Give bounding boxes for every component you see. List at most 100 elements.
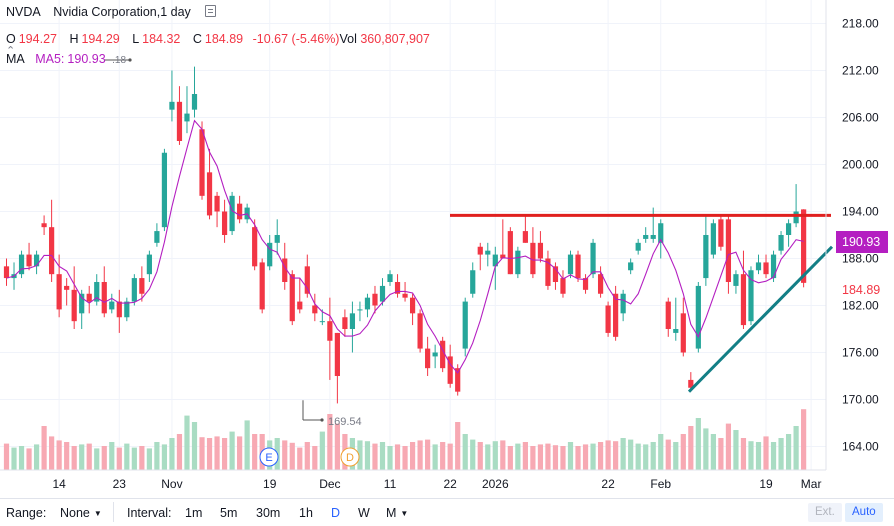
menu-icon[interactable] <box>205 5 217 17</box>
volume-bar <box>680 434 686 470</box>
volume-bar <box>613 441 619 470</box>
candle-body <box>191 94 198 110</box>
time-tick-label: Feb <box>650 477 671 491</box>
time-tick-label: 22 <box>444 477 458 491</box>
chart-canvas[interactable]: 164.00 170.00 176.00 182.00 188.00 194.00 200.… <box>0 0 894 498</box>
symbol-header: NVDA Nvidia Corporation,1 day <box>6 5 219 19</box>
volume-label: Vol <box>339 32 357 46</box>
time-tick-label: 14 <box>52 477 66 491</box>
interval-w[interactable]: W <box>358 506 370 520</box>
auto-toggle[interactable]: Auto <box>845 503 883 522</box>
volume-bar <box>710 434 716 470</box>
volume-bar <box>49 436 55 470</box>
candle-body <box>733 274 739 286</box>
grid <box>0 0 826 470</box>
volume-bar <box>191 422 198 470</box>
price-axis[interactable]: 164.00 170.00 176.00 182.00 188.00 194.00 200.… <box>0 0 879 471</box>
high-value: 194.29 <box>81 32 120 46</box>
volume-bar <box>154 442 160 470</box>
interval-d[interactable]: D <box>331 506 341 520</box>
high-marker-dot <box>128 58 132 62</box>
volume-bar <box>221 438 228 470</box>
candle-body <box>643 235 649 239</box>
candle-body <box>440 340 446 369</box>
volume-bar <box>530 446 536 470</box>
candle-body <box>86 293 92 302</box>
earnings-marker <box>259 447 279 467</box>
volume-bar <box>605 440 611 470</box>
volume-bar <box>725 423 732 470</box>
candle-body <box>41 223 47 228</box>
open-label: O <box>6 32 16 46</box>
ma-value: 190.93 <box>67 52 106 66</box>
volume-bar <box>552 445 559 470</box>
candle-body <box>274 235 280 243</box>
time-axis[interactable]: 14 23 Nov 19 Dec 11 22 2026 22 Feb 19 Mar <box>52 477 821 491</box>
price-tick-label: 188.00 <box>842 252 879 266</box>
volume-bar <box>455 422 461 470</box>
candle-body <box>18 254 25 275</box>
volume-bar <box>11 447 17 470</box>
close-value: 184.89 <box>204 32 244 46</box>
volume-bar <box>477 442 483 470</box>
candle-body <box>567 254 574 275</box>
interval-30m[interactable]: 30m <box>256 506 281 520</box>
candle-body <box>545 258 551 286</box>
volume-bar <box>425 439 431 470</box>
candle-body <box>342 317 348 329</box>
candle-body <box>124 301 130 318</box>
volume-bar <box>146 448 152 470</box>
ma-legend[interactable]: MA MA5: 190.93 .18 <box>6 52 129 66</box>
interval-1m[interactable]: 1m <box>185 506 203 520</box>
support-trendline[interactable] <box>687 245 834 393</box>
candle-body <box>785 223 792 235</box>
candle-body <box>455 368 461 392</box>
candle-body <box>402 293 408 298</box>
volume-bar <box>485 444 491 470</box>
volume-bars <box>3 409 807 470</box>
ext-toggle[interactable]: Ext. <box>808 503 842 522</box>
candle-body <box>379 285 386 302</box>
interval-5m[interactable]: 5m <box>220 506 238 520</box>
volume-bar <box>379 442 386 470</box>
range-dropdown[interactable]: None ▼ <box>60 506 102 520</box>
volume-bar <box>161 444 168 470</box>
volume-bar <box>500 440 506 470</box>
candle-body <box>432 352 438 357</box>
last-price-badge: 184.89 <box>836 279 888 301</box>
volume-bar <box>184 415 190 470</box>
interval-m-dropdown[interactable]: M ▼ <box>386 506 408 520</box>
volume-bar <box>86 443 92 470</box>
volume-bar <box>522 442 528 470</box>
price-tick-label: 200.00 <box>842 158 879 172</box>
symbol-label[interactable]: NVDA <box>6 5 41 19</box>
candle-body <box>154 231 160 243</box>
volume-bar <box>199 437 205 470</box>
candle-body <box>485 250 491 255</box>
volume-bar <box>778 438 784 470</box>
time-tick-label: 2026 <box>482 477 509 491</box>
volume-bar <box>432 444 438 470</box>
range-label: Range: <box>6 506 47 520</box>
price-tick-label: 194.00 <box>842 205 879 219</box>
volume-bar <box>139 446 145 470</box>
volume-bar <box>635 443 641 470</box>
time-tick-label: Nov <box>161 477 182 491</box>
candle-body <box>635 242 641 251</box>
volume-bar <box>101 446 107 470</box>
collapse-chevron-icon[interactable]: ⌃ <box>6 45 16 57</box>
price-tick-label: 206.00 <box>842 111 879 125</box>
volume-bar <box>252 434 258 470</box>
interval-1h[interactable]: 1h <box>299 506 313 520</box>
candle-body <box>372 293 378 306</box>
candle-body <box>49 227 55 275</box>
volume-bar <box>94 448 100 470</box>
volume-bar <box>658 434 664 470</box>
dividend-marker <box>340 447 360 467</box>
volume-bar <box>409 442 416 470</box>
volume-bar <box>18 446 25 470</box>
candle-body <box>507 231 513 275</box>
candle-body <box>575 254 581 279</box>
volume-bar <box>109 442 115 470</box>
volume-bar <box>763 436 769 470</box>
